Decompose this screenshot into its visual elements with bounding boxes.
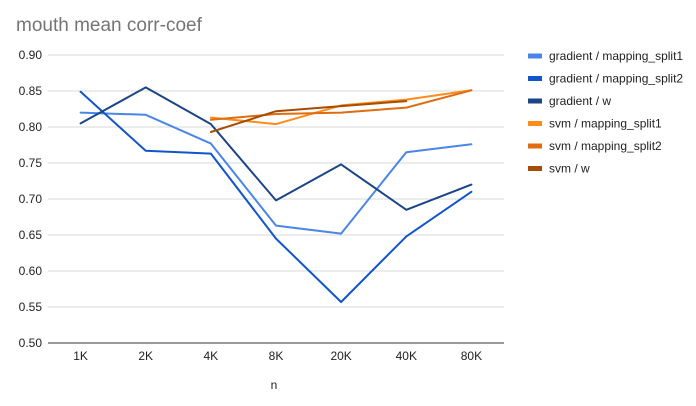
legend-label: gradient / mapping_split2	[549, 72, 683, 86]
legend-entry: gradient / w	[528, 94, 611, 108]
series-line-2	[79, 90, 473, 303]
legend-entry: svm / mapping_split1	[528, 117, 662, 131]
legend-label: svm / mapping_split1	[549, 117, 662, 131]
legend-entry: gradient / mapping_split1	[528, 49, 683, 63]
legend-label: gradient / mapping_split1	[549, 49, 683, 63]
legend-label: svm / mapping_split2	[549, 139, 662, 153]
x-tick-label: 2K	[138, 349, 153, 363]
x-tick-label: 20K	[330, 349, 351, 363]
y-tick-label: 0.65	[19, 228, 43, 242]
y-tick-label: 0.80	[19, 120, 43, 134]
x-tick-label: 4K	[204, 349, 219, 363]
y-tick-label: 0.55	[19, 300, 43, 314]
y-tick-label: 0.90	[19, 48, 43, 62]
y-tick-label: 0.50	[19, 336, 43, 350]
chart-title: mouth mean corr-coef	[16, 15, 203, 36]
series-lines	[79, 86, 473, 303]
series-line-6	[209, 100, 408, 133]
legend-entry: svm / mapping_split2	[528, 139, 662, 153]
series-line-5	[209, 89, 473, 121]
series-line-1	[79, 111, 473, 235]
legend-label: svm / w	[549, 162, 590, 176]
x-axis-label: n	[271, 378, 278, 392]
legend-label: gradient / w	[549, 94, 611, 108]
x-tick-label: 40K	[396, 349, 417, 363]
legend: gradient / mapping_split1 gradient / mapp…	[528, 49, 683, 176]
series-line-3	[79, 86, 473, 211]
y-tick-label: 0.85	[19, 84, 43, 98]
legend-entry: gradient / mapping_split2	[528, 72, 683, 86]
y-axis-ticks: 0.50 0.55 0.60 0.65 0.70 0.75 0.80 0.85 0.90	[19, 48, 43, 350]
y-tick-label: 0.75	[19, 156, 43, 170]
x-tick-label: 80K	[461, 349, 482, 363]
x-tick-label: 1K	[73, 349, 88, 363]
x-tick-label: 8K	[269, 349, 284, 363]
y-tick-label: 0.70	[19, 192, 43, 206]
legend-entry: svm / w	[528, 162, 590, 176]
x-axis-ticks: 1K 2K 4K 8K 20K 40K 80K	[73, 349, 482, 363]
y-tick-label: 0.60	[19, 264, 43, 278]
